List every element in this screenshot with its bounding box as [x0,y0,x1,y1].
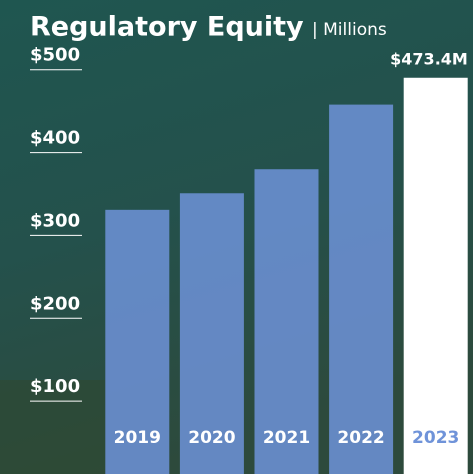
y-tick-label: $400 [30,128,80,149]
x-tick-label: 2022 [337,428,384,448]
y-tick-label: $300 [30,210,80,231]
chart-subtitle: | Millions [312,20,387,40]
bar [105,209,170,474]
y-tick-label: $500 [30,45,80,66]
value-label: $473.4M [390,49,468,68]
x-tick-label: 2020 [188,428,235,448]
x-tick-label: 2023 [412,428,459,448]
bar [179,193,244,474]
y-tick-label: $200 [30,293,80,314]
y-tick-label: $100 [30,376,80,397]
bar [254,169,319,474]
chart-title: Regulatory Equity [30,12,304,43]
x-tick-label: 2019 [114,428,161,448]
bar [329,104,394,474]
foliage [0,380,110,474]
bar [403,77,468,474]
x-tick-label: 2021 [263,428,310,448]
